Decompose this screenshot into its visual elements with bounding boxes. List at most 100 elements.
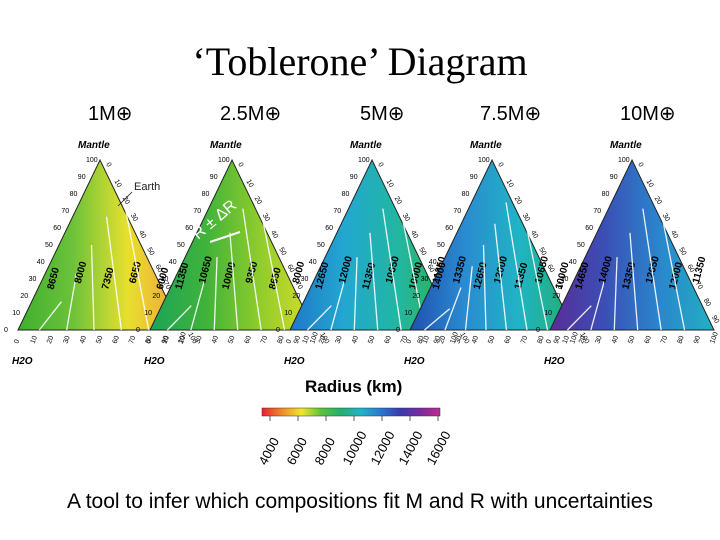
tick-label: 30 [521, 213, 531, 223]
tick-label: 90 [710, 315, 720, 325]
tick-label: 80 [702, 298, 712, 308]
tick-label: 70 [694, 281, 704, 291]
tick-label: 50 [45, 242, 53, 249]
ternary-triangle [289, 158, 455, 331]
tick-label: 70 [128, 335, 137, 345]
earth-pointer [117, 191, 133, 207]
tick-label: 50 [487, 335, 496, 345]
water-vertex-label: H2O [12, 356, 33, 367]
tick-label: 20 [393, 196, 403, 206]
tick-label: 90 [433, 335, 442, 345]
colorbar-tick-label: 14000 [395, 428, 425, 467]
tick-label: 70 [660, 335, 669, 345]
tick-label: 0 [236, 162, 244, 169]
tick-label: 20 [438, 335, 447, 345]
tick-label: 80 [342, 191, 350, 198]
isoline [566, 305, 592, 331]
tick-label: 10 [144, 310, 152, 317]
tick-label: 0 [536, 327, 540, 334]
mass-label: 7.5M⊕ [480, 103, 541, 125]
colorbar-tick-label: 12000 [367, 428, 397, 467]
mantle-vertex-label: Mantle [610, 140, 642, 151]
tick-label: 40 [351, 335, 360, 345]
tick-label: 50 [367, 335, 376, 345]
tick-label: 40 [611, 335, 620, 345]
tick-label: 50 [95, 335, 104, 345]
colorbar-gradient [261, 407, 441, 417]
tick-label: 40 [137, 230, 147, 240]
tick-label: 90 [610, 174, 618, 181]
isoline [444, 287, 462, 331]
tick-label: 0 [396, 327, 400, 334]
tick-label: 60 [384, 335, 393, 345]
tick-label: 60 [504, 335, 513, 345]
tick-label: 40 [79, 335, 88, 345]
tick-label: 20 [412, 293, 420, 300]
tick-label: 90 [693, 335, 702, 345]
tick-label: 30 [29, 276, 37, 283]
isoline [353, 257, 358, 331]
water-vertex-label: H2O [284, 356, 305, 367]
mantle-vertex-label: Mantle [350, 140, 382, 151]
tick-label: 100 [709, 331, 720, 344]
tick-label: 30 [661, 213, 671, 223]
mantle-vertex-label: Mantle [210, 140, 242, 151]
isoline [613, 257, 618, 331]
tick-label: 100 [358, 157, 370, 164]
tick-label: 50 [227, 335, 236, 345]
tick-label: 0 [496, 162, 504, 169]
isoline [629, 232, 639, 331]
tick-label: 50 [627, 335, 636, 345]
isoline [190, 281, 205, 331]
tick-label: 30 [335, 335, 344, 345]
colorbar-tick-label: 10000 [339, 428, 369, 467]
isoline [255, 184, 286, 331]
tick-label: 30 [195, 335, 204, 345]
radius-colorbar: Radius (km) 4000 6000 8000 10000120001400016… [255, 377, 453, 467]
tick-label: 80 [277, 335, 286, 345]
tick-label: 80 [417, 335, 426, 345]
isoline [66, 273, 78, 331]
tick-label: 70 [333, 208, 341, 215]
tick-label: 0 [405, 339, 413, 345]
toblerone-panel: 14000 13350 12650 12000 11350 10650 1000001020… [396, 103, 611, 367]
tick-label: 20 [46, 335, 55, 345]
tick-label: 20 [653, 196, 663, 206]
tick-label: 0 [376, 162, 384, 169]
water-vertex-label: H2O [544, 356, 565, 367]
tick-label: 40 [669, 230, 679, 240]
tick-label: 10 [644, 179, 654, 189]
tick-label: 50 [177, 242, 185, 249]
tick-label: 60 [325, 225, 333, 232]
toblerone-panel: 1135010650100009350865080000102030405060… [136, 103, 330, 367]
tick-label: 40 [309, 259, 317, 266]
tick-label: 80 [677, 335, 686, 345]
isoline [105, 216, 122, 331]
tick-label: 30 [401, 213, 411, 223]
tick-label: 30 [561, 276, 569, 283]
tick-label: 0 [145, 339, 153, 345]
toblerone-panel: 14650 14000 13350 12650 12000 113500102030405… [536, 103, 720, 367]
isoline [655, 184, 686, 331]
tick-label: 10 [504, 179, 514, 189]
isoline [166, 305, 192, 331]
tick-label: 60 [545, 264, 555, 274]
tick-label: 40 [429, 259, 437, 266]
mantle-vertex-label: Mantle [470, 140, 502, 151]
tick-label: 100 [177, 331, 188, 344]
toblerone-panel: 8650 8000 7350 6650 600001020304050607080901… [4, 103, 198, 367]
tick-label: 10 [12, 310, 20, 317]
tick-label: 70 [520, 335, 529, 345]
isoline [590, 281, 605, 331]
isoline [516, 181, 549, 331]
isoline [642, 208, 662, 331]
colorbar-tick-label: 8000 [311, 435, 338, 468]
toblerone-diagram: 8650 8000 7350 6650 600001020304050607080901… [4, 103, 720, 467]
tick-label: 30 [455, 335, 464, 345]
tick-label: 40 [37, 259, 45, 266]
tick-label: 20 [20, 293, 28, 300]
tick-label: 60 [445, 225, 453, 232]
isoline [395, 184, 426, 331]
tick-label: 60 [285, 264, 295, 274]
tick-label: 70 [453, 208, 461, 215]
